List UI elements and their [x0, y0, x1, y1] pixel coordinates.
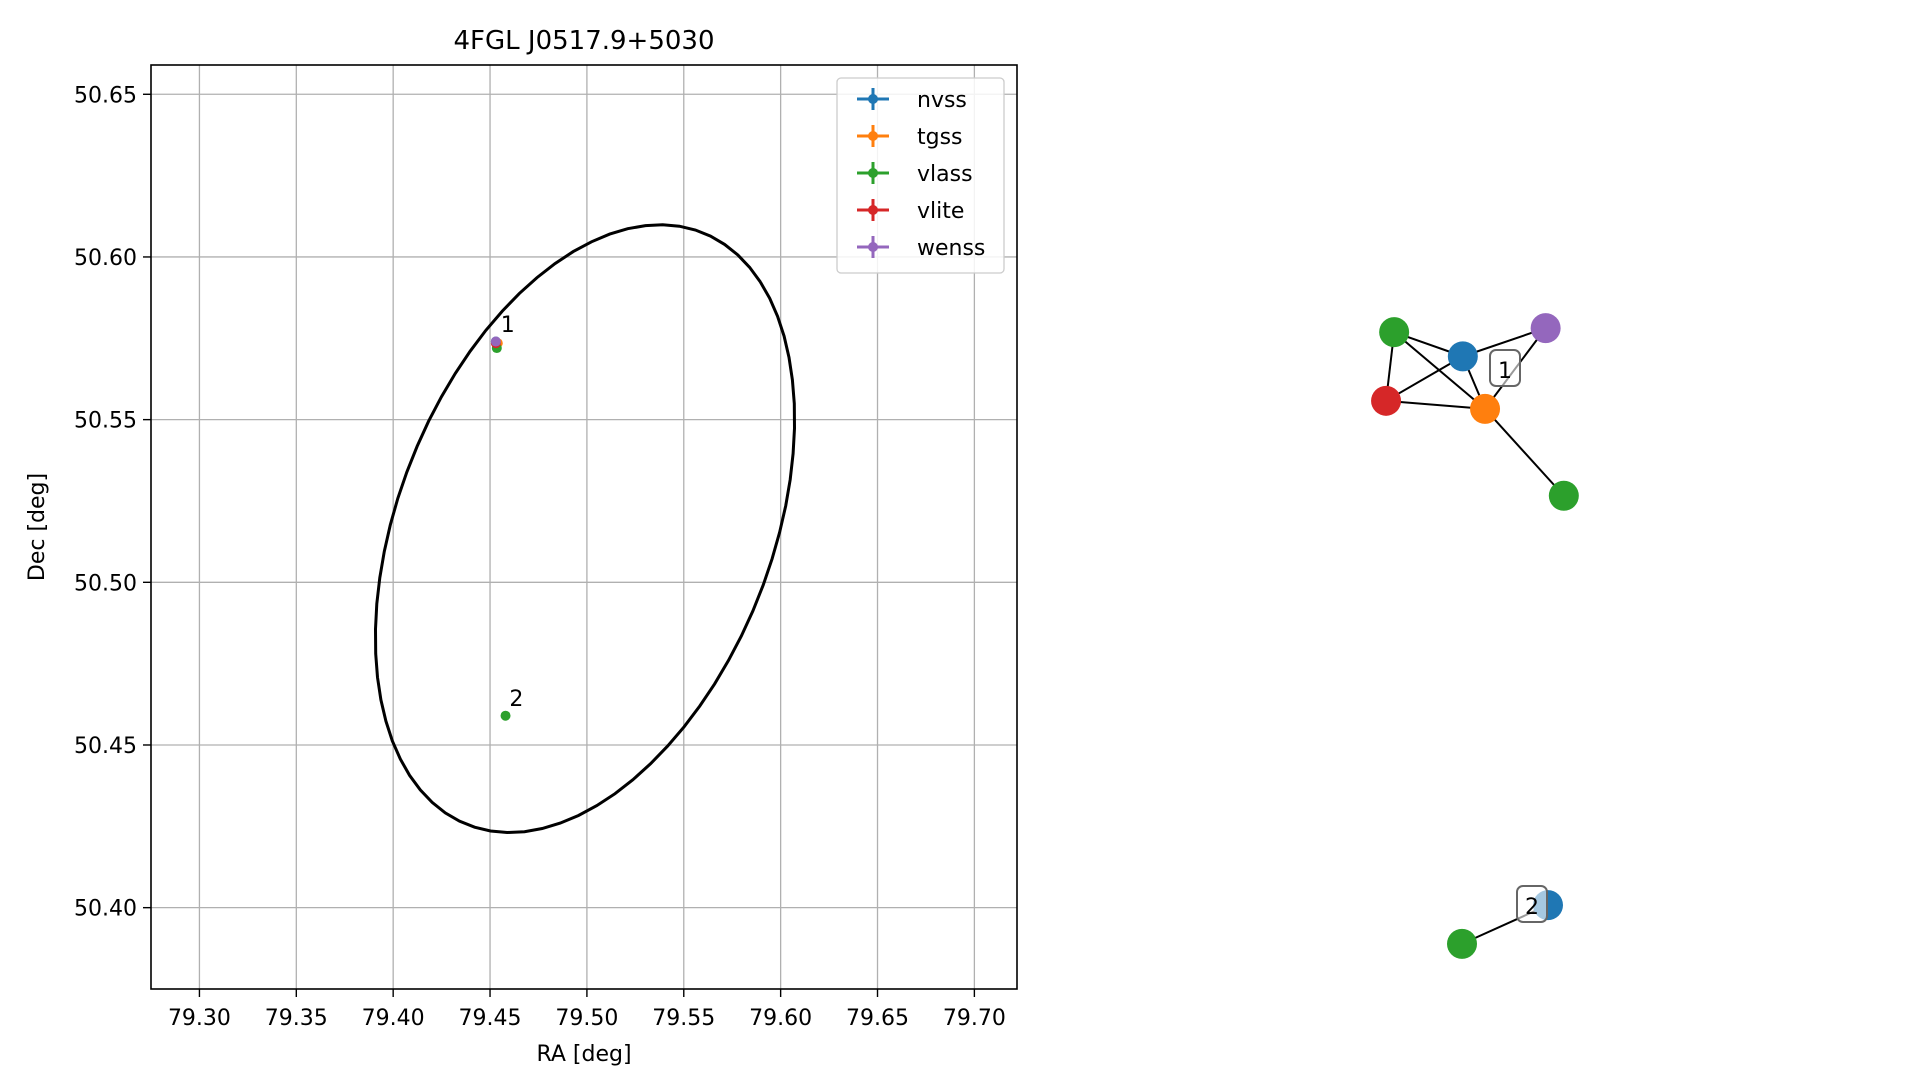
x-tick-label: 79.55 — [652, 1006, 715, 1031]
scatter-plot-panel: 12 79.30 79.35 79.40 79.45 79.50 79.55 79.60 79… — [25, 26, 1018, 1067]
vlite-node — [1371, 385, 1402, 416]
wenss-point — [490, 336, 501, 347]
error-ellipse-layer — [373, 223, 797, 835]
legend-label: tgss — [917, 125, 963, 150]
y-tick-label: 50.50 — [74, 571, 137, 596]
legend: nvss tgss vlass vlite wenss — [836, 77, 1005, 274]
legend-marker — [868, 94, 878, 104]
graph-label-box — [1516, 885, 1548, 923]
vlass-node — [1447, 928, 1477, 959]
legend-entry-vlass: vlass — [857, 162, 973, 187]
tgss-node — [1470, 393, 1501, 424]
chart-title: 4FGL J0517.9+5030 — [454, 26, 715, 56]
x-tick-label: 79.65 — [846, 1006, 909, 1031]
legend-marker — [868, 242, 878, 252]
graph-label-1: 1 — [1489, 349, 1521, 387]
wenss-node — [1530, 313, 1561, 344]
graph-label-2: 2 — [1516, 885, 1548, 923]
x-tick-label: 79.35 — [265, 1006, 328, 1031]
nvss-node — [1447, 341, 1478, 372]
y-tick-label: 50.65 — [74, 83, 137, 108]
graph-component-1: 1 — [1371, 313, 1579, 511]
point-annotations: 12 — [501, 313, 524, 712]
graph-label-text: 2 — [1525, 895, 1539, 920]
legend-box — [836, 77, 1005, 274]
graph-edge — [1484, 408, 1565, 497]
legend-label: vlass — [917, 162, 973, 187]
legend-marker — [868, 205, 878, 215]
graph-edge — [1385, 399, 1486, 410]
y-axis-label: Dec [deg] — [25, 473, 50, 581]
legend-label: nvss — [917, 88, 967, 113]
y-tick-label: 50.40 — [74, 897, 137, 922]
legend-marker — [868, 168, 878, 178]
legend-entry-tgss: tgss — [857, 125, 963, 150]
x-tick-label: 79.50 — [555, 1006, 618, 1031]
graph-label-text: 1 — [1498, 359, 1512, 384]
y-axis-ticks: 50.40 50.45 50.50 50.55 50.60 50.65 — [74, 83, 151, 922]
vlass-node — [1548, 480, 1579, 511]
graph-component-2: 2 — [1447, 885, 1563, 959]
y-tick-label: 50.60 — [74, 246, 137, 271]
plot-frame — [150, 64, 1018, 990]
legend-label: vlite — [917, 199, 964, 224]
x-tick-label: 79.40 — [362, 1006, 425, 1031]
vlass-point — [500, 710, 511, 721]
y-tick-label: 50.45 — [74, 734, 137, 759]
x-axis-label: RA [deg] — [536, 1042, 631, 1067]
y-tick-label: 50.55 — [74, 409, 137, 434]
point-annotation: 1 — [501, 313, 515, 338]
vlass-node — [1379, 317, 1410, 348]
x-axis-ticks: 79.30 79.35 79.40 79.45 79.50 79.55 79.60 79.65… — [168, 989, 1006, 1031]
point-annotation: 2 — [509, 687, 523, 712]
legend-marker — [868, 131, 878, 141]
x-tick-label: 79.45 — [459, 1006, 522, 1031]
legend-entry-nvss: nvss — [857, 88, 967, 113]
x-tick-label: 79.30 — [168, 1006, 231, 1031]
legend-label: wenss — [917, 236, 985, 261]
x-tick-label: 79.70 — [943, 1006, 1006, 1031]
x-tick-label: 79.60 — [749, 1006, 812, 1031]
graph-label-box — [1489, 349, 1521, 387]
error-ellipse — [373, 223, 797, 835]
data-points — [490, 336, 511, 721]
legend-entry-wenss: wenss — [857, 236, 985, 261]
legend-entry-vlite: vlite — [857, 199, 964, 224]
association-graph-panel: 12 — [1371, 313, 1579, 959]
